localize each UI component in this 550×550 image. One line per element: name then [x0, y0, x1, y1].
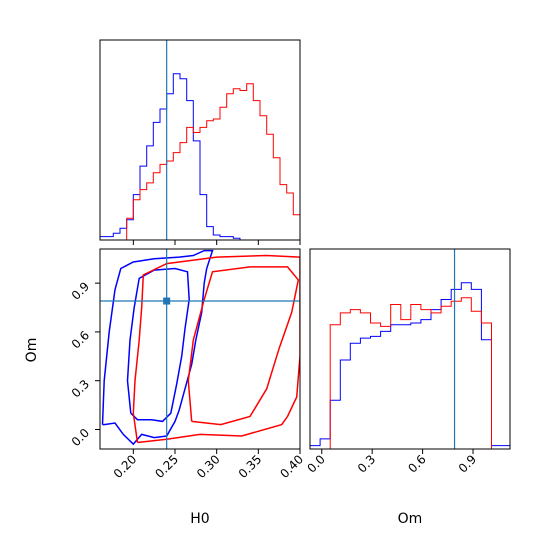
hist-om-tick-label-1: 0.3: [355, 452, 378, 475]
contour-ytick-label-3: 0.9: [69, 279, 92, 302]
hist-om-series-blue: [310, 282, 510, 449]
y-axis-label-om: Om: [24, 338, 40, 363]
contour-ytick-label-2: 0.6: [69, 328, 92, 351]
contour-xtick-label-3: 0.35: [236, 452, 265, 481]
hist-om-tick-label-3: 0.9: [456, 452, 479, 475]
hist-om-tick-label-0: 0.0: [304, 452, 327, 475]
contour-blue-level-2: [126, 267, 190, 423]
contour-truth-marker: [163, 297, 171, 305]
hist-om-frame: [309, 248, 511, 450]
contour-xtick-label-2: 0.30: [194, 452, 223, 481]
contour-xtick-label-4: 0.40: [277, 452, 306, 481]
hist-h0-series-blue: [100, 73, 300, 240]
contour-xtick-label-0: 0.20: [111, 452, 140, 481]
x-axis-label-h0: H0: [190, 511, 209, 527]
x-axis-label-om: Om: [398, 511, 423, 527]
hist-h0-panel: [99, 39, 301, 245]
contour-ytick-label-1: 0.3: [69, 377, 92, 400]
hist-h0-frame: [99, 39, 301, 241]
contour-frame: [99, 248, 301, 450]
hist-om-series-red: [310, 297, 510, 449]
hist-om-panel: 0.0 0.3 0.6 0.9: [304, 248, 511, 476]
contour-blue-level-1: [101, 249, 214, 446]
contour-panel: 0.20 0.25 0.30 0.35 0.40 0.0 0.3 0.6 0.9: [69, 248, 306, 481]
hist-h0-series-red: [100, 83, 300, 240]
contour-red-level-2: [187, 266, 300, 426]
hist-om-tick-label-2: 0.6: [405, 452, 428, 475]
contour-ytick-label-0: 0.0: [69, 426, 92, 449]
contour-red-level-1: [132, 254, 300, 444]
contour-xtick-label-1: 0.25: [152, 452, 181, 481]
